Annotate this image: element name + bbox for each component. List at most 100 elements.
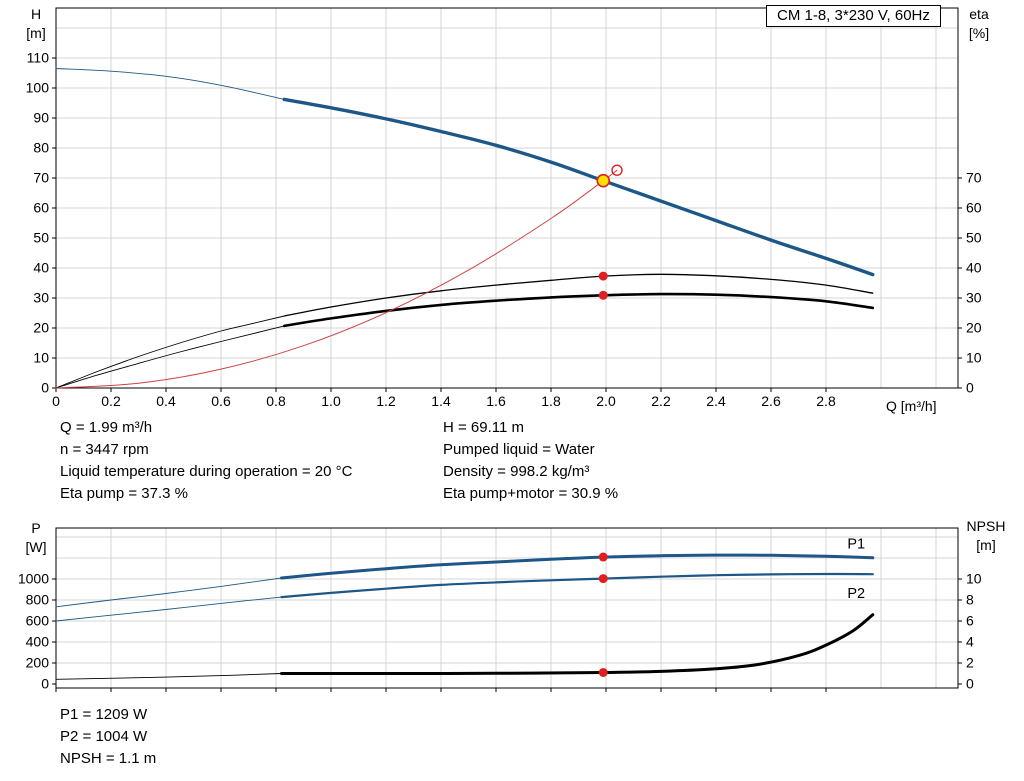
x-tick-label: 1.0: [321, 393, 341, 409]
curve-eta-pump-curve: [283, 273, 874, 317]
left-tick-label: 50: [33, 230, 49, 246]
right-tick-label: 50: [966, 230, 982, 246]
right-tick-label: 60: [966, 200, 982, 216]
plot-frame: [55, 527, 959, 689]
result-p2: P2 = 1004 W: [60, 728, 148, 745]
left-tick-label: 0: [41, 380, 49, 396]
info-flow: Q = 1.99 m³/h: [60, 419, 153, 436]
left-tick-label: 800: [26, 592, 50, 608]
p-axis-title: P [W]: [15, 519, 57, 557]
left-tick-label: 1000: [18, 571, 49, 587]
p2-label: P2: [847, 586, 865, 602]
left-tick-label: 10: [33, 350, 49, 366]
right-tick-label: 30: [966, 290, 982, 306]
left-tick-label: 110: [27, 50, 50, 66]
power-npsh-chart: 0 200 400 600 800 1000 0 2 4 6 8 10 P1 P2: [18, 527, 982, 692]
curve-p1-curve: [280, 553, 875, 580]
hq-eta-chart: 0 10 20 30 40 50 60 70 80 90 100 110 0 10 20 30 40 50 60 70…: [26, 7, 982, 410]
x-tick-label: 2.8: [816, 393, 836, 409]
left-tick-label: 90: [33, 110, 49, 126]
right-tick-label: 70: [966, 170, 982, 186]
p-axis-unit: [W]: [25, 539, 47, 555]
x-tick-label: 0: [52, 393, 60, 409]
gridlines: [56, 528, 958, 688]
eta-axis-letter: eta: [969, 6, 989, 22]
curve-system-curve: [55, 169, 618, 389]
curve-h-curve: [282, 97, 875, 277]
gridlines: [56, 8, 958, 388]
right-tick-label: 4: [966, 634, 974, 650]
x-tick-label: 1.8: [541, 393, 561, 409]
curve-eta-pump-motor-curve: [283, 292, 875, 328]
curve-p2-lead: [55, 596, 282, 622]
curve-h-curve-lead: [55, 68, 285, 100]
info-density: Density = 998.2 kg/m³: [443, 463, 590, 480]
info-eta-pump-motor: Eta pump+motor = 30.9 %: [443, 485, 619, 502]
left-tick-label: 80: [33, 140, 49, 156]
curve-p2-curve: [280, 572, 874, 599]
npsh-axis-title: NPSH [m]: [958, 517, 1014, 555]
eta-pump-point: [598, 271, 608, 281]
curve-eta-pump-motor-lead: [55, 325, 285, 389]
x-tick-label: 2.6: [761, 393, 781, 409]
curve-eta-pump-lead: [55, 315, 285, 389]
x-tick-label: 0.2: [101, 393, 121, 409]
left-tick-label: 400: [26, 634, 50, 650]
curve-npsh-lead: [55, 673, 282, 680]
right-tick-label: 2: [966, 655, 974, 671]
model-box: CM 1-8, 3*230 V, 60Hz: [766, 5, 941, 27]
left-tick-label: 20: [33, 320, 49, 336]
left-tick-label: 60: [33, 200, 49, 216]
x-tick-label: 2.2: [651, 393, 671, 409]
curve-npsh-curve: [280, 613, 875, 675]
axis-ticks: 0 200 400 600 800 1000 0 2 4 6 8 10: [18, 571, 982, 692]
left-tick-label: 0: [41, 676, 49, 692]
info-pumped-liquid: Pumped liquid = Water: [443, 441, 595, 458]
p1-label: P1: [847, 537, 865, 553]
right-tick-label: 20: [966, 320, 982, 336]
axis-ticks: 0 10 20 30 40 50 60 70 80 90 100 110 0 10 20 30 40 50 60 70…: [26, 50, 982, 410]
x-tick-label: 1.4: [431, 393, 451, 409]
h-axis-letter: H: [30, 6, 42, 22]
right-tick-label: 0: [966, 380, 974, 396]
eta-axis-unit: [%]: [968, 25, 990, 41]
plot-frame: [55, 7, 959, 389]
right-tick-label: 8: [966, 592, 974, 608]
curve-p1-lead: [55, 577, 282, 608]
duty-point[interactable]: [596, 173, 611, 188]
eta-pump-motor-point: [598, 290, 608, 300]
result-npsh: NPSH = 1.1 m: [60, 750, 157, 767]
eta-axis-title: eta [%]: [956, 5, 1002, 43]
npsh-axis-unit: [m]: [976, 537, 996, 553]
right-tick-label: 10: [966, 571, 982, 587]
q-axis-label: Q [m³/h]: [886, 398, 937, 414]
right-tick-label: 40: [966, 260, 982, 276]
x-tick-label: 1.2: [376, 393, 396, 409]
x-tick-label: 1.6: [486, 393, 506, 409]
x-tick-label: 0.8: [266, 393, 286, 409]
npsh-point: [598, 667, 608, 677]
info-speed: n = 3447 rpm: [60, 441, 149, 458]
x-tick-label: 0.4: [156, 393, 176, 409]
p-axis-letter: P: [31, 520, 41, 536]
left-tick-label: 40: [33, 260, 49, 276]
right-tick-label: 0: [966, 676, 974, 692]
h-axis-title: H [m]: [15, 5, 57, 43]
result-p1: P1 = 1209 W: [60, 706, 148, 723]
p2-point: [598, 574, 608, 584]
info-head: H = 69.11 m: [443, 419, 525, 436]
x-tick-label: 2.4: [706, 393, 726, 409]
left-tick-label: 600: [26, 613, 50, 629]
h-axis-unit: [m]: [26, 25, 46, 41]
npsh-axis-letter: NPSH: [966, 518, 1006, 534]
left-tick-label: 70: [33, 170, 49, 186]
left-tick-label: 100: [26, 80, 50, 96]
p1-point: [598, 552, 608, 562]
right-tick-label: 10: [966, 350, 982, 366]
right-tick-label: 6: [966, 613, 974, 629]
left-tick-label: 200: [26, 655, 50, 671]
x-tick-label: 0.6: [211, 393, 231, 409]
info-eta-pump: Eta pump = 37.3 %: [60, 485, 188, 502]
